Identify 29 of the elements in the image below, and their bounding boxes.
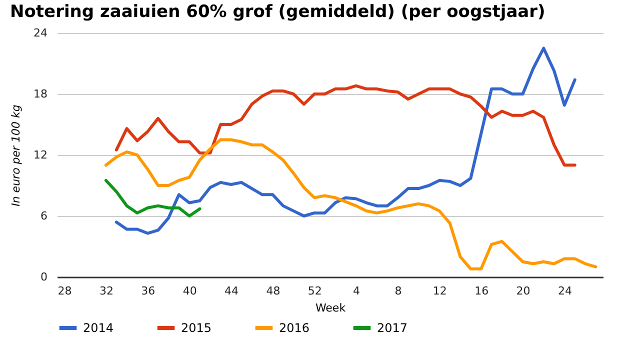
x-tick-label: 36 <box>141 284 156 298</box>
x-tick-label: 28 <box>58 284 72 298</box>
y-tick-label: 0 <box>40 270 48 284</box>
legend-label: 2017 <box>377 321 408 335</box>
x-tick-label: 4 <box>353 284 360 298</box>
legend-label: 2015 <box>181 321 212 335</box>
legend-label: 2016 <box>279 321 310 335</box>
x-tick-label: 52 <box>308 284 322 298</box>
x-tick-label: 40 <box>182 284 197 298</box>
y-tick-label: 24 <box>34 26 48 40</box>
x-tick-label: 48 <box>266 284 280 298</box>
line-series <box>104 178 202 218</box>
y-tick-label: 12 <box>34 148 48 162</box>
y-tick-label: 6 <box>40 210 48 222</box>
x-tick-label: 44 <box>224 284 239 298</box>
legend-label: 2014 <box>83 321 114 335</box>
chart-title: Notering zaaiuien 60% grof (gemiddeld) (per oogstjaar) <box>10 2 546 22</box>
x-tick-label: 12 <box>432 284 447 298</box>
y-tick-label: 18 <box>34 88 48 100</box>
x-tick-label: 8 <box>394 284 402 298</box>
line-series <box>114 46 576 235</box>
y-axis-title: In euro per 100 kg <box>10 104 23 206</box>
x-axis-title: Week <box>315 302 346 314</box>
x-tick-label: 24 <box>558 284 572 298</box>
x-tick-label: 32 <box>99 284 114 298</box>
x-tick-label: 16 <box>474 284 489 298</box>
x-tick-label: 20 <box>516 284 530 298</box>
line-series <box>104 138 598 270</box>
line-series <box>114 84 576 167</box>
